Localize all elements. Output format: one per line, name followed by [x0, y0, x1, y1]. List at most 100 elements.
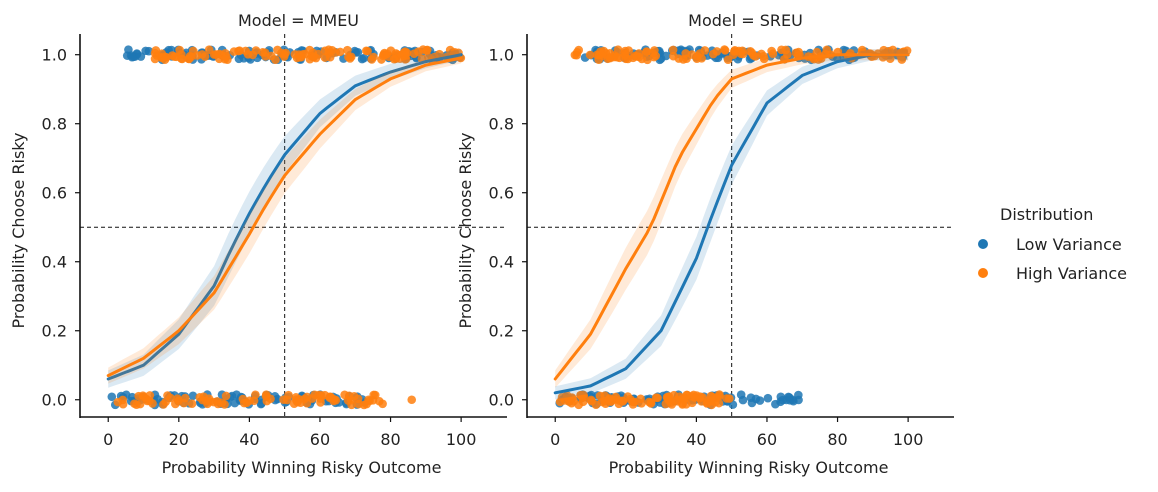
x-tick-label: 60 — [757, 430, 777, 449]
data-point — [564, 394, 573, 403]
x-tick-label: 100 — [446, 430, 477, 449]
data-point — [221, 391, 231, 401]
data-point — [220, 54, 230, 64]
x-axis-label: Probability Winning Risky Outcome — [162, 458, 442, 477]
data-point — [331, 48, 340, 57]
y-tick-label: 0.4 — [42, 253, 67, 272]
data-point — [118, 399, 128, 409]
data-point — [310, 390, 319, 400]
data-point — [653, 393, 662, 403]
data-point — [316, 391, 326, 400]
data-point — [365, 396, 374, 406]
data-point — [195, 392, 205, 402]
fit-curve-high-variance — [106, 56, 463, 378]
panel-mmeu: Model = MMEU 0 20 40 60 80 100 0.0 0.2 0.4 0.6 0.8 1… — [9, 11, 507, 477]
data-point — [687, 398, 697, 408]
data-point — [279, 52, 289, 61]
legend: Distribution Low Variance High Variance — [978, 205, 1127, 283]
data-point — [585, 50, 595, 60]
data-point — [402, 48, 412, 58]
data-point — [572, 50, 581, 60]
fit-curve-low-variance — [553, 53, 910, 395]
data-point — [346, 395, 356, 405]
data-point — [324, 45, 334, 54]
data-point — [615, 53, 624, 63]
data-point — [628, 53, 638, 63]
data-point — [623, 392, 633, 401]
x-tick-label: 80 — [827, 430, 847, 449]
data-point — [604, 395, 614, 404]
data-point — [668, 45, 678, 55]
data-point — [822, 45, 832, 55]
data-point — [135, 399, 145, 409]
data-point — [262, 396, 272, 406]
data-point — [320, 53, 330, 62]
x-axis-label: Probability Winning Risky Outcome — [609, 458, 889, 477]
data-point — [302, 398, 312, 408]
data-point — [340, 390, 349, 400]
data-point — [127, 52, 137, 62]
data-point — [353, 394, 363, 404]
data-point — [187, 399, 197, 409]
data-point — [738, 395, 748, 405]
data-point — [720, 46, 730, 55]
data-point — [292, 53, 302, 63]
data-point — [576, 391, 585, 400]
data-point — [634, 49, 644, 58]
data-point — [674, 54, 684, 63]
data-point — [624, 46, 633, 55]
data-point — [643, 55, 652, 65]
data-point — [232, 390, 241, 399]
data-point — [378, 399, 387, 409]
points-high-variance — [113, 45, 466, 410]
y-tick-label: 0.2 — [42, 322, 67, 341]
data-point — [162, 53, 171, 62]
data-point — [578, 397, 588, 407]
data-point — [738, 49, 748, 59]
data-point — [755, 396, 765, 405]
data-point — [361, 46, 371, 56]
data-point — [637, 399, 646, 408]
data-point — [767, 46, 776, 56]
data-point — [751, 52, 760, 61]
data-point — [266, 51, 276, 61]
data-point — [778, 395, 787, 405]
data-point — [712, 47, 722, 56]
data-point — [177, 54, 187, 64]
x-tick-label: 60 — [310, 430, 330, 449]
data-point — [249, 396, 259, 406]
data-point — [284, 390, 293, 400]
confidence-band-low-variance — [108, 49, 462, 388]
data-point — [200, 52, 210, 61]
data-point — [722, 394, 731, 403]
legend-marker-high-variance — [978, 268, 988, 278]
y-tick-label: 1.0 — [489, 46, 514, 65]
data-point — [150, 54, 160, 64]
data-point — [243, 50, 253, 59]
x-tick-label: 0 — [550, 430, 560, 449]
data-point — [136, 52, 146, 61]
data-point — [715, 391, 724, 401]
data-point — [730, 47, 739, 56]
data-point — [598, 51, 607, 61]
data-point — [188, 391, 198, 401]
points-high-variance — [555, 45, 912, 410]
y-tick-label: 0.4 — [489, 253, 514, 272]
data-point — [407, 395, 417, 405]
data-point — [367, 55, 377, 64]
legend-label-low-variance: Low Variance — [1016, 235, 1122, 254]
panel-sreu: Model = SREU 0 20 40 60 80 100 0.0 0.2 0.4 0.6 0.8 1… — [456, 11, 954, 477]
data-point — [784, 393, 794, 402]
data-point — [763, 393, 773, 403]
data-point — [174, 396, 183, 406]
data-point — [344, 52, 353, 62]
y-tick-label: 0.6 — [489, 184, 514, 203]
data-point — [382, 49, 392, 59]
data-point — [783, 50, 792, 59]
data-point — [359, 53, 369, 63]
data-point — [273, 45, 282, 55]
confidence-band-high-variance — [108, 52, 462, 384]
data-point — [615, 396, 624, 406]
data-point — [605, 53, 614, 62]
data-point — [242, 398, 252, 408]
